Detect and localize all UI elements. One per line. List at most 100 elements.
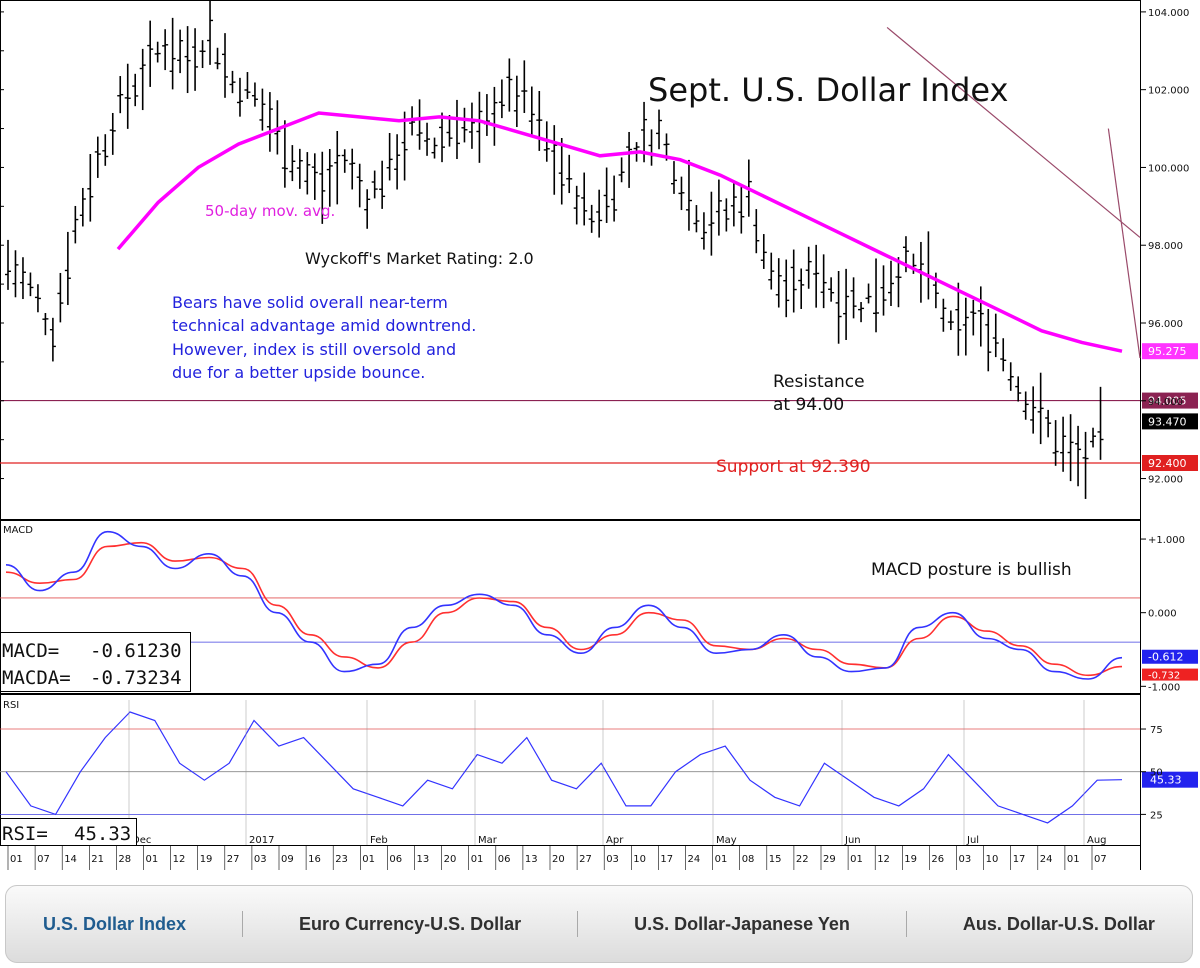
commentary-line-1: Bears have solid overall near-term xyxy=(172,293,448,312)
price-bar xyxy=(147,20,154,87)
price-bar xyxy=(117,76,124,114)
price-bar xyxy=(304,152,311,195)
last-price-label: 93.470 xyxy=(1148,415,1187,428)
price-bar xyxy=(207,0,214,65)
price-bar xyxy=(843,268,850,340)
tab-us-dollar-japanese-yen[interactable]: U.S. Dollar-Japanese Yen xyxy=(634,913,850,934)
chart-title: Sept. U.S. Dollar Index xyxy=(648,71,1008,109)
day-tick-label: 13 xyxy=(417,854,430,865)
price-bar xyxy=(12,250,19,298)
last-price-badge xyxy=(1142,413,1198,430)
rsi-tick-label: 25 xyxy=(1150,810,1163,821)
price-bar xyxy=(723,198,730,232)
price-bar xyxy=(581,172,588,226)
day-tick-label: 29 xyxy=(823,854,836,865)
day-tick-label: 06 xyxy=(389,854,402,865)
price-bar xyxy=(588,204,595,233)
price-bar xyxy=(887,260,894,307)
day-tick-label: 09 xyxy=(281,854,294,865)
price-bar xyxy=(64,231,71,306)
macda-last-badge xyxy=(1142,668,1198,681)
macd-tick-label: +1.000 xyxy=(1148,535,1185,546)
price-bar xyxy=(1090,427,1097,448)
price-layer: 94.005 92.400 95.275 93.470 xyxy=(0,0,1198,499)
rsi-last-label: 45.33 xyxy=(1150,774,1182,787)
day-tick-label: 20 xyxy=(552,854,565,865)
price-bar xyxy=(364,189,371,229)
price-bar xyxy=(72,205,79,244)
day-tick-label: 03 xyxy=(959,854,972,865)
day-tick-label: 28 xyxy=(118,854,131,865)
day-tick-label: 01 xyxy=(362,854,375,865)
tab-euro-currency-us-dollar[interactable]: Euro Currency-U.S. Dollar xyxy=(299,913,522,934)
price-bar xyxy=(738,187,745,234)
rsi-readout-label: RSI= xyxy=(2,823,48,845)
price-bar xyxy=(626,131,633,188)
macda-last-label: -0.732 xyxy=(1148,671,1180,682)
price-bar xyxy=(34,284,41,313)
price-bar xyxy=(708,191,715,256)
day-tick-label: 26 xyxy=(931,854,944,865)
day-tick-label: 01 xyxy=(850,854,863,865)
price-bar xyxy=(670,161,677,194)
price-bar xyxy=(132,73,139,107)
day-tick-label: 12 xyxy=(173,854,186,865)
macd-panel-title: MACD xyxy=(3,525,33,536)
price-bar xyxy=(42,312,49,336)
price-bar xyxy=(1060,416,1067,472)
macda-line xyxy=(5,541,1123,677)
macda-readout-label: MACDA= xyxy=(2,667,71,689)
macd-note: MACD posture is bullish xyxy=(871,560,1072,580)
price-bar xyxy=(341,149,348,173)
price-bar xyxy=(835,270,842,344)
price-bar xyxy=(79,187,86,227)
price-bar xyxy=(162,29,169,71)
price-bar xyxy=(498,79,505,119)
price-bar xyxy=(1007,362,1014,391)
price-bar xyxy=(1022,391,1029,420)
dollar-index-chart: 94.005 92.400 95.275 93.470 -0.612 -0.732 45… xyxy=(0,0,1198,870)
support-text: Support at 92.390 xyxy=(716,457,871,477)
price-bar xyxy=(573,185,580,225)
month-label: Dec xyxy=(132,835,151,846)
day-tick-label: 17 xyxy=(1013,854,1026,865)
tab-us-dollar-index[interactable]: U.S. Dollar Index xyxy=(43,913,187,934)
price-bar xyxy=(947,310,954,331)
level-badge-label: 92.400 xyxy=(1148,457,1187,470)
macd-tick-label: 0.000 xyxy=(1148,609,1177,620)
price-bar xyxy=(169,17,176,90)
day-tick-label: 01 xyxy=(471,854,484,865)
rsi-readout-value: 45.33 xyxy=(74,823,131,845)
price-bar xyxy=(416,99,423,150)
rsi-tick-label: 75 xyxy=(1150,725,1163,736)
price-bar xyxy=(693,205,700,233)
price-bar xyxy=(1067,414,1074,482)
price-bar xyxy=(685,159,692,231)
tab-aus-dollar-us-dollar[interactable]: Aus. Dollar-U.S. Dollar xyxy=(962,913,1155,934)
price-bar xyxy=(244,72,251,99)
month-label: Aug xyxy=(1087,835,1107,846)
macd-last-badge xyxy=(1142,649,1198,664)
price-bar xyxy=(977,286,984,347)
tab-separator xyxy=(905,911,907,937)
ma-label: 50-day mov. avg. xyxy=(205,202,335,220)
ma-last-badge xyxy=(1142,343,1198,360)
price-bar xyxy=(1052,420,1059,466)
tab-separator xyxy=(242,911,244,937)
level-badge-label: 94.005 xyxy=(1148,395,1187,408)
commentary-line-2: technical advantage amid downtrend. xyxy=(172,316,476,335)
day-tick-label: 10 xyxy=(633,854,646,865)
day-tick-label: 22 xyxy=(796,854,809,865)
price-bar xyxy=(379,160,386,209)
price-bar xyxy=(753,209,760,254)
price-bar xyxy=(940,298,947,332)
price-bar xyxy=(513,75,520,128)
day-tick-label: 27 xyxy=(227,854,240,865)
price-bar xyxy=(1037,372,1044,445)
month-label: Feb xyxy=(370,835,388,846)
rsi-last-badge xyxy=(1142,771,1198,788)
month-label: May xyxy=(716,835,737,846)
tab-separator xyxy=(577,911,579,937)
price-bar xyxy=(558,137,565,205)
price-bar xyxy=(27,272,34,297)
